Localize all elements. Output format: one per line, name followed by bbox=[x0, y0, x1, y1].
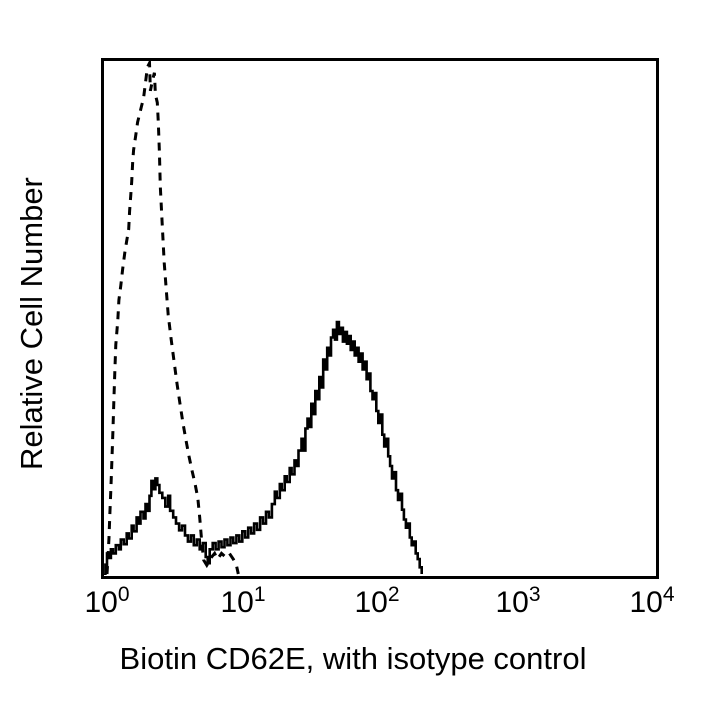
x-tick-1e3: 103 bbox=[495, 583, 541, 619]
x-tick-base: 10 bbox=[495, 586, 529, 619]
x-tick-1e1: 101 bbox=[220, 583, 266, 619]
histogram-curves bbox=[104, 61, 423, 575]
x-tick-base: 10 bbox=[84, 586, 118, 619]
y-axis-title: Relative Cell Number bbox=[14, 177, 49, 471]
x-tick-exponent: 4 bbox=[662, 583, 675, 606]
x-tick-1e2: 102 bbox=[354, 583, 400, 619]
x-tick-base: 10 bbox=[354, 586, 388, 619]
plot-frame bbox=[101, 58, 659, 579]
x-axis-title: Biotin CD62E, with isotype control bbox=[119, 641, 587, 676]
x-tick-exponent: 1 bbox=[253, 583, 266, 606]
x-tick-exponent: 0 bbox=[117, 583, 130, 606]
curve-isotype-control bbox=[105, 61, 240, 575]
x-tick-exponent: 2 bbox=[387, 583, 400, 606]
x-tick-1e0: 100 bbox=[84, 583, 130, 619]
x-tick-1e4: 104 bbox=[629, 583, 675, 619]
curve-biotin-cd62e bbox=[104, 320, 423, 575]
x-tick-base: 10 bbox=[629, 586, 663, 619]
x-tick-base: 10 bbox=[220, 586, 254, 619]
x-tick-exponent: 3 bbox=[528, 583, 541, 606]
